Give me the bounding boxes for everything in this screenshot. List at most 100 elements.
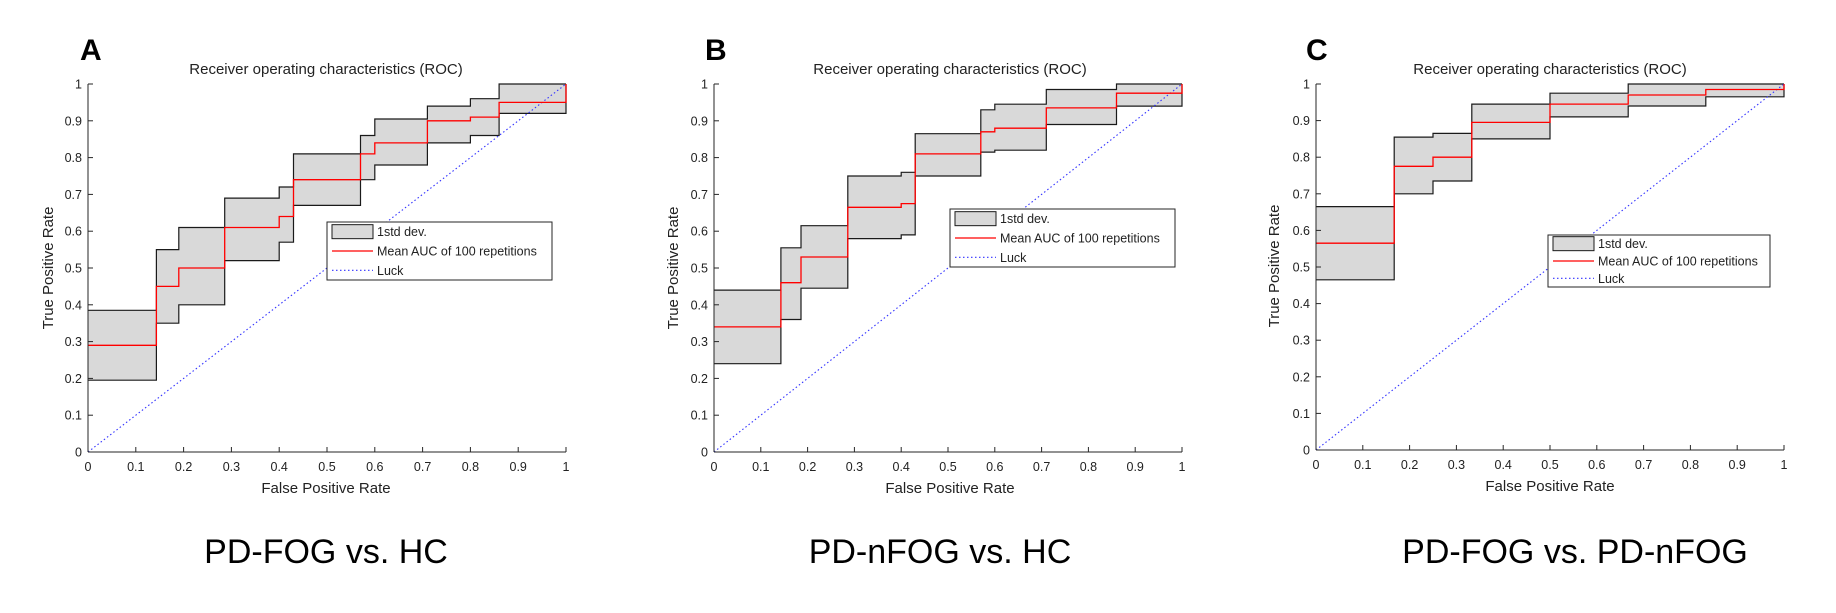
x-tick-label: 0.5	[1541, 458, 1558, 472]
x-axis-label: False Positive Rate	[885, 480, 1014, 497]
y-tick-label: 0.8	[691, 151, 708, 165]
x-tick-label: 0.9	[510, 460, 527, 474]
legend-swatch-band	[331, 224, 374, 240]
y-tick-label: 0.4	[65, 298, 82, 312]
chart-title: Receiver operating characteristics (ROC)	[813, 61, 1086, 78]
y-tick-label: 0.3	[691, 335, 708, 349]
x-tick-label: 0.1	[127, 460, 144, 474]
y-tick-label: 0.9	[65, 114, 82, 128]
std-dev-lower-line	[1316, 84, 1785, 281]
legend-swatch-band	[1552, 236, 1595, 252]
x-tick-label: 0.7	[414, 460, 431, 474]
legend-label: 1std dev.	[1598, 237, 1648, 251]
x-tick-label: 0.9	[1729, 458, 1746, 472]
legend-label: Mean AUC of 100 repetitions	[1598, 255, 1758, 269]
panel-a: A Receiver operating characteristics (RO…	[40, 34, 570, 571]
panel-caption: PD-FOG vs. HC	[204, 533, 448, 571]
legend-label: Mean AUC of 100 repetitions	[377, 245, 537, 259]
x-tick-label: 0.3	[223, 460, 240, 474]
y-tick-label: 0.5	[1293, 261, 1310, 275]
y-tick-label: 0.2	[691, 372, 708, 386]
plot-area-b: 0 0.1 0.2 0.3 0.4 0.5 0.6 0.7 0.8 0.9 1 0 0.1 0.2 0.3 0…	[691, 78, 1186, 475]
x-tick-label: 0.7	[1635, 458, 1652, 472]
x-tick-label: 1	[563, 460, 570, 474]
y-tick-label: 0.6	[691, 225, 708, 239]
std-dev-upper-line	[714, 83, 1182, 291]
luck-line	[713, 83, 1183, 453]
legend: 1std dev. Mean AUC of 100 repetitions Luck	[326, 221, 553, 281]
y-tick-label: 0.6	[65, 225, 82, 239]
std-dev-lower-line	[88, 84, 567, 381]
mean-roc-line	[1316, 84, 1785, 244]
y-tick-label: 1	[75, 78, 82, 92]
x-tick-label: 0.8	[462, 460, 479, 474]
y-tick-label: 0.1	[1293, 407, 1310, 421]
x-tick-label: 0.7	[1033, 460, 1050, 474]
x-tick-label: 0.2	[1401, 458, 1418, 472]
x-tick-label: 0	[711, 460, 718, 474]
y-axis-label: True Positive Rate	[40, 207, 57, 330]
y-tick-label: 0.7	[65, 188, 82, 202]
luck-line	[87, 83, 567, 453]
y-tick-label: 0.7	[1293, 187, 1310, 201]
x-tick-label: 0.1	[752, 460, 769, 474]
x-tick-label: 1	[1781, 458, 1788, 472]
y-tick-label: 0.3	[65, 335, 82, 349]
legend-swatch-band	[954, 211, 997, 227]
x-tick-label: 0.3	[846, 460, 863, 474]
panel-caption: PD-nFOG vs. HC	[809, 533, 1072, 571]
x-tick-label: 0.5	[318, 460, 335, 474]
x-axis-label: False Positive Rate	[1485, 478, 1614, 495]
mean-roc-line	[714, 84, 1183, 328]
panel-letter: C	[1306, 34, 1328, 67]
y-tick-label: 1	[701, 78, 708, 92]
y-tick-label: 0.3	[1293, 334, 1310, 348]
legend: 1std dev. Mean AUC of 100 repetitions Luck	[1547, 234, 1771, 288]
panel-caption: PD-FOG vs. PD-nFOG	[1402, 533, 1748, 571]
legend-label: 1std dev.	[377, 225, 427, 239]
y-tick-label: 0.2	[1293, 370, 1310, 384]
y-tick-label: 0.4	[691, 298, 708, 312]
x-tick-label: 0.3	[1448, 458, 1465, 472]
x-tick-label: 0.5	[939, 460, 956, 474]
x-tick-label: 0.6	[366, 460, 383, 474]
y-tick-label: 0.5	[65, 262, 82, 276]
legend: 1std dev. Mean AUC of 100 repetitions Luck	[949, 208, 1176, 268]
std-dev-band	[88, 84, 566, 381]
chart-title: Receiver operating characteristics (ROC)	[189, 61, 462, 78]
legend-label: Mean AUC of 100 repetitions	[1000, 232, 1160, 246]
x-tick-label: 0.1	[1354, 458, 1371, 472]
std-dev-band	[714, 84, 1182, 364]
y-tick-label: 0	[75, 446, 82, 460]
y-tick-label: 0.9	[1293, 114, 1310, 128]
x-tick-label: 0.8	[1080, 460, 1097, 474]
panel-c: C Receiver operating characteristics (RO…	[1266, 34, 1788, 571]
y-tick-label: 0.8	[65, 151, 82, 165]
x-tick-label: 0.2	[175, 460, 192, 474]
panel-b: B Receiver operating characteristics (RO…	[665, 34, 1186, 571]
legend-label: Luck	[1000, 251, 1027, 265]
y-tick-label: 1	[1303, 78, 1310, 92]
plot-area-c: 0 0.1 0.2 0.3 0.4 0.5 0.6 0.7 0.8 0.9 1 0 0.1 0.2 0.3 0…	[1293, 78, 1788, 473]
x-tick-label: 0.6	[1588, 458, 1605, 472]
y-tick-label: 0	[1303, 444, 1310, 458]
x-tick-label: 0.2	[799, 460, 816, 474]
y-tick-label: 0.8	[1293, 151, 1310, 165]
y-tick-label: 0.1	[65, 409, 82, 423]
x-tick-label: 0.4	[893, 460, 910, 474]
y-tick-label: 0	[701, 446, 708, 460]
y-axis-label: True Positive Rate	[1266, 205, 1283, 328]
chart-title: Receiver operating characteristics (ROC)	[1413, 61, 1686, 78]
y-tick-label: 0.6	[1293, 224, 1310, 238]
x-tick-label: 0.6	[986, 460, 1003, 474]
x-tick-label: 0	[1313, 458, 1320, 472]
x-axis-label: False Positive Rate	[261, 480, 390, 497]
y-tick-label: 0.4	[1293, 297, 1310, 311]
x-tick-label: 0.9	[1127, 460, 1144, 474]
x-tick-label: 1	[1179, 460, 1186, 474]
std-dev-upper-line	[88, 83, 566, 311]
y-axis-label: True Positive Rate	[665, 207, 682, 330]
y-tick-label: 0.5	[691, 262, 708, 276]
y-tick-label: 0.9	[691, 114, 708, 128]
